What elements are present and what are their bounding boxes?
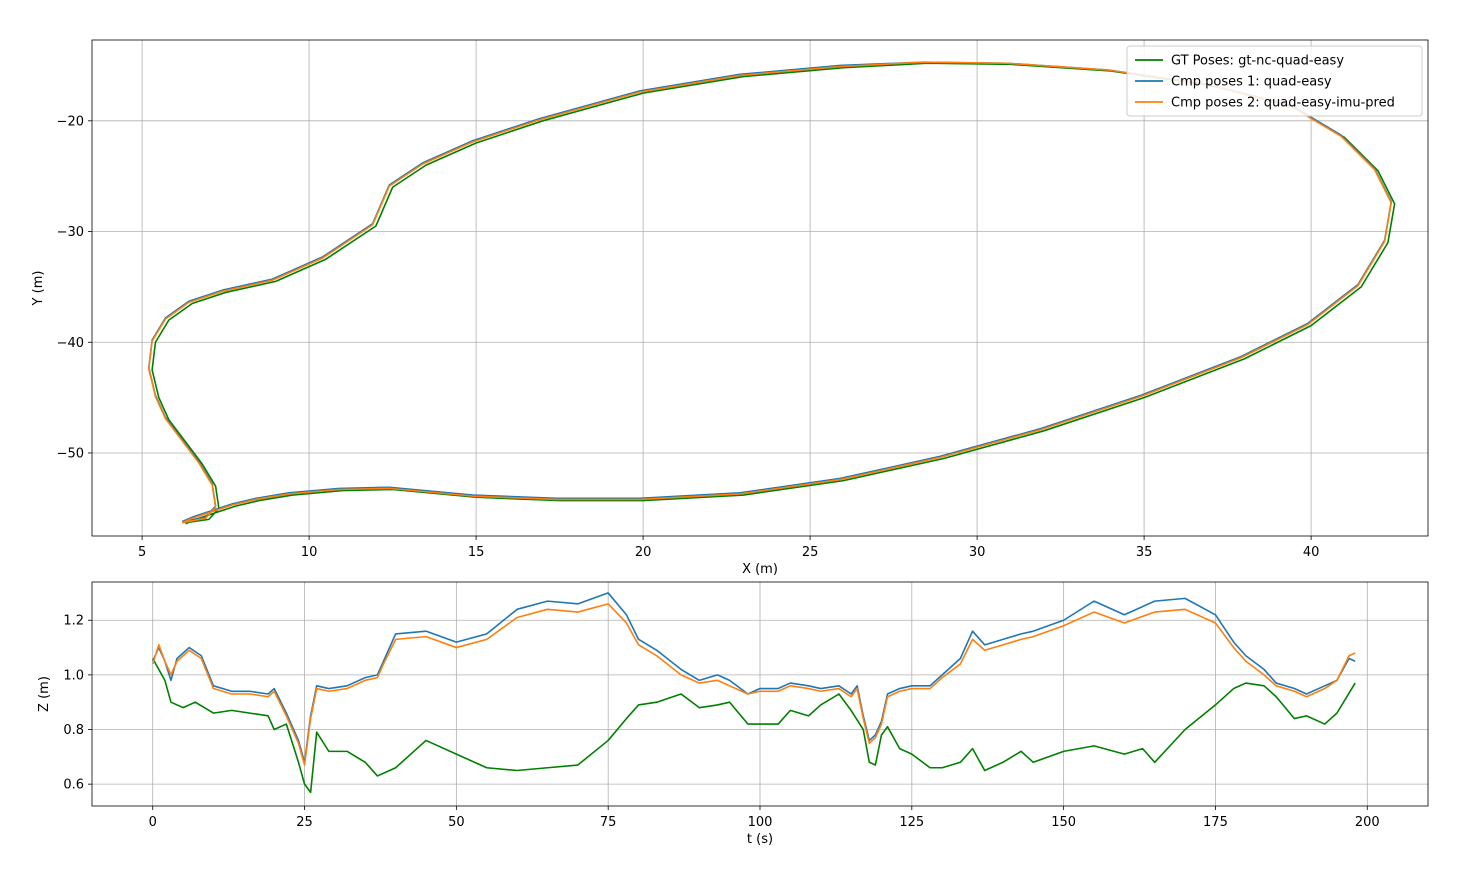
y-tick-label: −30 (57, 225, 84, 240)
x-tick-label: 25 (296, 815, 313, 830)
x-tick-label: 0 (149, 815, 157, 830)
x-tick-label: 20 (635, 545, 652, 560)
y-tick-label: 1.0 (63, 668, 84, 683)
y-tick-label: 0.6 (63, 778, 84, 793)
y-tick-label: 0.8 (63, 723, 84, 738)
x-tick-label: 200 (1355, 815, 1380, 830)
legend: GT Poses: gt-nc-quad-easy Cmp poses 1: qu… (1126, 45, 1423, 117)
y-axis-label: Z (m) (37, 676, 52, 712)
legend-entry-1: GT Poses: gt-nc-quad-easy (1171, 54, 1344, 69)
x-tick-label: 15 (468, 545, 485, 560)
series-line-3 (147, 61, 1393, 524)
series-line-2 (151, 592, 1356, 764)
x-axis-label: X (m) (742, 562, 778, 577)
x-tick-label: 35 (1136, 545, 1153, 560)
x-tick-label: 25 (802, 545, 819, 560)
x-tick-label: 40 (1303, 545, 1320, 560)
x-tick-label: 50 (448, 815, 465, 830)
x-tick-label: 10 (301, 545, 318, 560)
bottom-z-chart: 0 25 50 75 100 125 150 175 200 0.6 0.8 1.0 1.2 t (s) Z… (37, 581, 1429, 847)
y-tick-label: −40 (57, 336, 84, 351)
x-tick-label: 30 (969, 545, 986, 560)
legend-entry-3: Cmp poses 2: quad-easy-imu-pred (1171, 96, 1395, 111)
y-tick-label: 1.2 (63, 614, 84, 629)
y-tick-label: −50 (57, 446, 84, 461)
series-line-1 (152, 658, 1356, 794)
x-tick-label: 100 (748, 815, 773, 830)
plot-frame (91, 39, 1429, 537)
x-tick-label: 175 (1203, 815, 1228, 830)
x-tick-label: 125 (899, 815, 924, 830)
legend-entry-2: Cmp poses 1: quad-easy (1171, 75, 1332, 90)
top-xy-chart: 5 10 15 20 25 30 35 40 −20 −30 −40 −50 X (m) Y (m) GT … (31, 39, 1429, 577)
y-axis-label: Y (m) (31, 271, 46, 307)
x-tick-label: 5 (138, 545, 146, 560)
x-tick-label: 150 (1051, 815, 1076, 830)
legend-box (1126, 45, 1423, 117)
x-axis-label: t (s) (747, 832, 773, 847)
y-tick-label: −20 (57, 114, 84, 129)
x-tick-label: 75 (600, 815, 617, 830)
series-line-3 (151, 603, 1356, 766)
